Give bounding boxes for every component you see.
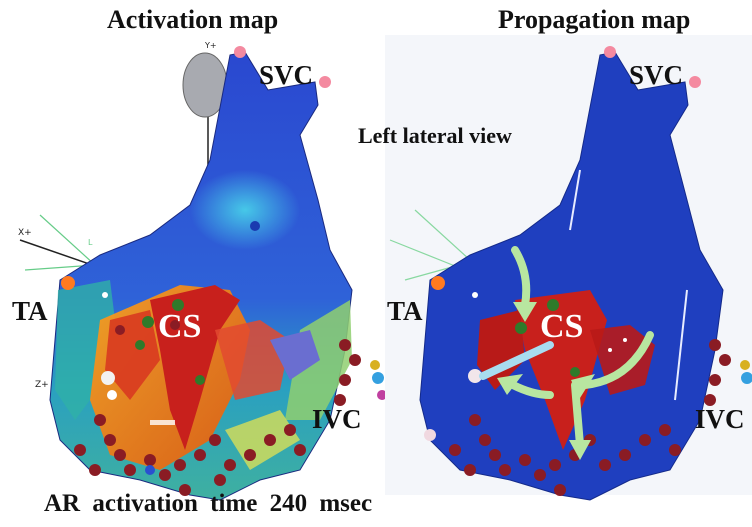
activation-map-panel: Y+ X+ Z+ L SVC TA CS IVC: [12, 41, 385, 501]
activation-map-image: Y+ X+ Z+ L: [18, 41, 385, 501]
activation-time-caption: AR activation time 240 msec: [44, 490, 373, 517]
l-axis-label: L: [88, 238, 93, 247]
propagation-map-image: [385, 35, 752, 501]
x-axis-label: X+: [18, 228, 32, 238]
left-svc-label: SVC: [259, 60, 314, 90]
activation-map-title: Activation map: [107, 5, 279, 34]
view-label: Left lateral view: [358, 123, 512, 148]
z-axis-label: Z+: [35, 380, 49, 390]
right-ta-label: TA: [387, 296, 423, 326]
left-ta-label: TA: [12, 296, 48, 326]
left-cs-label: CS: [158, 308, 202, 345]
propagation-map-panel: SVC TA CS IVC: [385, 0, 752, 527]
right-svc-label: SVC: [629, 60, 684, 90]
propagation-map-title: Propagation map: [498, 5, 691, 34]
y-axis-label: Y+: [204, 41, 217, 50]
right-cs-label: CS: [540, 308, 584, 345]
left-ivc-label: IVC: [312, 404, 362, 434]
right-ivc-label: IVC: [695, 404, 745, 434]
